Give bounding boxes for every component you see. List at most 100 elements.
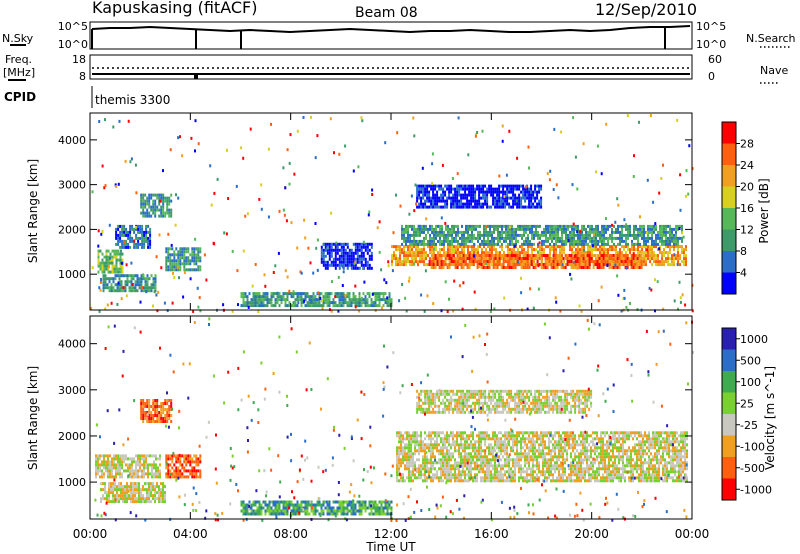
- data-cell: [486, 199, 489, 203]
- data-cell: [370, 298, 373, 302]
- data-cell: [191, 460, 194, 464]
- data-cell: [611, 248, 613, 252]
- data-cell: [418, 196, 421, 200]
- data-cell: [150, 193, 153, 197]
- data-cell: [397, 248, 399, 252]
- data-cell: [124, 491, 126, 495]
- data-cell: [391, 254, 393, 258]
- data-cell: [352, 169, 355, 173]
- data-cell: [140, 497, 142, 501]
- data-cell: [522, 184, 525, 188]
- data-cell: [423, 254, 425, 258]
- data-cell: [354, 248, 357, 252]
- data-cell: [639, 227, 641, 231]
- data-cell: [599, 251, 601, 255]
- data-cell: [545, 230, 547, 234]
- data-cell: [356, 304, 359, 308]
- data-cell: [393, 257, 395, 261]
- data-cell: [99, 288, 102, 292]
- data-cell: [157, 290, 160, 294]
- data-cell: [608, 263, 611, 266]
- data-cell: [128, 289, 131, 293]
- data-cell: [411, 227, 413, 231]
- data-cell: [597, 254, 599, 258]
- data-cell: [472, 196, 475, 200]
- data-cell: [117, 469, 119, 473]
- data-cell: [403, 254, 405, 258]
- data-cell: [121, 227, 124, 231]
- data-cell: [496, 190, 499, 194]
- data-cell: [462, 257, 465, 260]
- data-cell: [105, 267, 108, 271]
- data-cell: [364, 242, 367, 246]
- data-cell: [137, 469, 139, 473]
- data-cell: [473, 227, 475, 231]
- data-cell: [430, 467, 432, 471]
- data-cell: [462, 266, 465, 269]
- data-cell: [473, 248, 475, 252]
- data-cell: [142, 196, 145, 200]
- data-cell: [328, 254, 331, 258]
- data-cell: [509, 248, 511, 252]
- data-cell: [134, 497, 136, 501]
- data-cell: [334, 304, 337, 308]
- data-cell: [146, 274, 149, 278]
- data-cell: [619, 242, 621, 246]
- data-cell: [152, 402, 155, 405]
- power-plot-area: [90, 113, 692, 310]
- data-cell: [488, 205, 491, 209]
- data-cell: [107, 454, 109, 458]
- data-cell: [336, 248, 339, 252]
- data-cell: [310, 115, 312, 119]
- data-cell: [630, 260, 633, 263]
- data-cell: [516, 184, 519, 188]
- data-cell: [306, 301, 309, 305]
- data-cell: [225, 232, 228, 236]
- data-cell: [312, 298, 315, 302]
- data-cell: [144, 482, 146, 486]
- data-cell: [532, 257, 535, 260]
- data-cell: [442, 479, 444, 483]
- data-cell: [562, 257, 565, 260]
- data-cell: [653, 254, 655, 258]
- data-cell: [404, 446, 406, 450]
- data-cell: [154, 485, 156, 489]
- data-cell: [400, 464, 402, 468]
- data-cell: [444, 221, 447, 225]
- data-cell: [331, 280, 333, 284]
- data-cell: [183, 247, 186, 251]
- data-cell: [677, 251, 679, 255]
- data-cell: [553, 236, 555, 240]
- data-cell: [408, 212, 411, 216]
- data-cell: [611, 263, 613, 267]
- data-cell: [530, 263, 533, 266]
- data-cell: [189, 259, 192, 263]
- data-cell: [596, 260, 599, 263]
- data-cell: [183, 469, 186, 473]
- data-cell: [450, 199, 453, 203]
- data-cell: [503, 236, 505, 240]
- data-cell: [358, 301, 361, 305]
- data-cell: [529, 260, 531, 264]
- data-cell: [139, 469, 141, 473]
- data-cell: [625, 233, 627, 237]
- data-cell: [481, 242, 483, 246]
- data-cell: [421, 239, 423, 243]
- data-cell: [328, 295, 331, 299]
- data-cell: [276, 298, 279, 302]
- data-cell: [655, 242, 657, 246]
- data-cell: [655, 245, 657, 249]
- data-cell: [456, 473, 458, 477]
- data-cell: [183, 466, 186, 470]
- data-cell: [360, 301, 363, 305]
- data-cell: [352, 257, 355, 261]
- data-cell: [486, 196, 489, 200]
- data-cell: [649, 257, 651, 261]
- data-cell: [328, 301, 331, 305]
- data-cell: [448, 458, 450, 462]
- data-cell: [278, 292, 281, 296]
- data-cell: [417, 227, 419, 231]
- data-cell: [129, 160, 132, 164]
- data-cell: [98, 309, 101, 313]
- data-cell: [682, 235, 685, 239]
